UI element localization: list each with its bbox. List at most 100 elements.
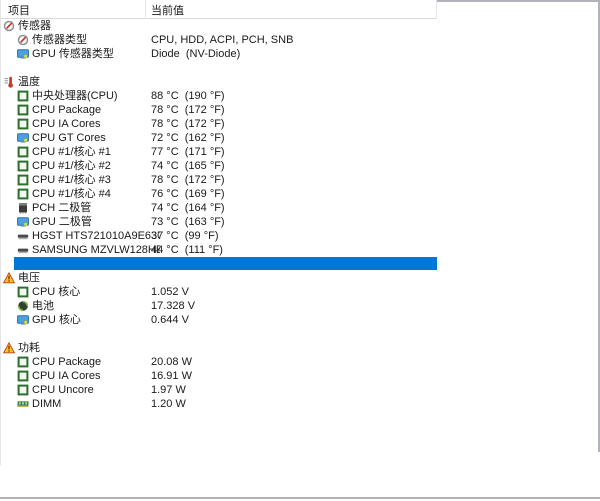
row-value: 78 °C (172 °F)	[151, 174, 225, 186]
row-label: 中央处理器(CPU)	[32, 90, 118, 102]
section-row[interactable]: 功耗	[0, 341, 600, 355]
sensor-row[interactable]: PCH 二极管 74 °C (164 °F)	[0, 201, 600, 215]
cpu-icon	[17, 384, 29, 396]
sensor-row[interactable]: HGST HTS721010A9E630 37 °C (99 °F)	[0, 229, 600, 243]
section-row[interactable]: 电压	[0, 271, 600, 285]
row-value: 44 °C (111 °F)	[151, 244, 223, 256]
row-value: 77 °C (171 °F)	[151, 146, 225, 158]
panel-border-right	[598, 0, 600, 452]
row-value: 74 °C (165 °F)	[151, 160, 225, 172]
warning-icon	[3, 342, 15, 354]
cpu-icon	[17, 90, 29, 102]
row-value: 0.644 V	[151, 314, 189, 326]
row-label: GPU 核心	[32, 314, 81, 326]
row-label: 电压	[18, 272, 40, 284]
section-row[interactable]: 传感器	[0, 19, 600, 33]
row-label: CPU #1/核心 #4	[32, 188, 111, 200]
row-value: 78 °C (172 °F)	[151, 104, 225, 116]
row-label: GPU 传感器类型	[32, 48, 114, 60]
gpu-icon	[17, 314, 29, 326]
sensor-row[interactable]: 传感器类型 CPU, HDD, ACPI, PCH, SNB	[0, 33, 600, 47]
row-label: CPU IA Cores	[32, 370, 101, 382]
spacer-row	[0, 61, 598, 75]
battery-icon	[17, 300, 29, 312]
row-label: PCH 二极管	[32, 202, 92, 214]
cpu-icon	[17, 286, 29, 298]
sensor-row[interactable]: DIMM 1.20 W	[0, 397, 600, 411]
row-value: 20.08 W	[151, 356, 192, 368]
column-header-value[interactable]: 当前值	[151, 5, 184, 17]
sensor-row[interactable]: 中央处理器(CPU) 88 °C (190 °F)	[0, 89, 600, 103]
selected-row[interactable]	[14, 257, 437, 270]
row-label: SAMSUNG MZVLW128HEGR...	[32, 244, 160, 256]
ram-icon	[17, 398, 29, 410]
sensor-row[interactable]: CPU IA Cores 16.91 W	[0, 369, 600, 383]
cpu-icon	[17, 118, 29, 130]
gpu-icon	[17, 216, 29, 228]
row-value: Diode (NV-Diode)	[151, 48, 241, 60]
sensor-row[interactable]: CPU #1/核心 #1 77 °C (171 °F)	[0, 145, 600, 159]
row-label: 温度	[18, 76, 40, 88]
sensor-row[interactable]: GPU 传感器类型 Diode (NV-Diode)	[0, 47, 600, 61]
row-label: HGST HTS721010A9E630	[32, 230, 160, 242]
sensor-row[interactable]: SAMSUNG MZVLW128HEGR...44 °C (111 °F)	[0, 243, 600, 257]
row-value: 78 °C (172 °F)	[151, 118, 225, 130]
thermometer-icon	[3, 76, 15, 88]
panel-border-left	[0, 0, 1, 465]
column-separator	[436, 0, 437, 19]
row-value: 76 °C (169 °F)	[151, 188, 225, 200]
row-label: CPU #1/核心 #3	[32, 174, 111, 186]
sensor-row[interactable]: CPU GT Cores 72 °C (162 °F)	[0, 131, 600, 145]
gpu-icon	[17, 48, 29, 60]
cpu-icon	[17, 160, 29, 172]
row-label: 功耗	[18, 342, 40, 354]
row-label: 传感器类型	[32, 34, 87, 46]
gpu-icon	[17, 132, 29, 144]
drive-icon	[17, 230, 29, 242]
row-value: 1.20 W	[151, 398, 186, 410]
sensor-row[interactable]: CPU Uncore 1.97 W	[0, 383, 600, 397]
row-value: 1.97 W	[151, 384, 186, 396]
section-row[interactable]: 温度	[0, 75, 600, 89]
row-value: 37 °C (99 °F)	[151, 230, 219, 242]
sensor-row[interactable]: CPU #1/核心 #2 74 °C (165 °F)	[0, 159, 600, 173]
row-label: CPU IA Cores	[32, 118, 101, 130]
cpu-icon	[17, 370, 29, 382]
row-label: GPU 二极管	[32, 216, 92, 228]
row-label: DIMM	[32, 398, 62, 410]
panel-border-bottom	[0, 497, 600, 499]
row-value: CPU, HDD, ACPI, PCH, SNB	[151, 34, 294, 46]
row-value: 16.91 W	[151, 370, 192, 382]
column-header-item[interactable]: 项目	[8, 5, 30, 17]
sensor-row[interactable]: GPU 核心 0.644 V	[0, 313, 600, 327]
row-label: CPU Package	[32, 356, 102, 368]
row-value: 74 °C (164 °F)	[151, 202, 225, 214]
chip-icon	[17, 202, 29, 214]
spacer-row	[0, 327, 598, 341]
cpu-icon	[17, 146, 29, 158]
row-label: 电池	[32, 300, 54, 312]
row-label: CPU Uncore	[32, 384, 94, 396]
drive-icon	[17, 244, 29, 256]
sensor-row[interactable]: CPU 核心 1.052 V	[0, 285, 600, 299]
sensor-row[interactable]: CPU Package 20.08 W	[0, 355, 600, 369]
row-value: 17.328 V	[151, 300, 196, 312]
sensor-row[interactable]: CPU IA Cores 78 °C (172 °F)	[0, 117, 600, 131]
gauge-icon	[3, 20, 15, 32]
row-label: CPU #1/核心 #2	[32, 160, 111, 172]
sensor-row[interactable]: CPU Package 78 °C (172 °F)	[0, 103, 600, 117]
row-label: CPU #1/核心 #1	[32, 146, 111, 158]
sensor-row[interactable]: CPU #1/核心 #4 76 °C (169 °F)	[0, 187, 600, 201]
list-header: 项目 当前值	[0, 0, 437, 19]
sensor-row[interactable]: GPU 二极管 73 °C (163 °F)	[0, 215, 600, 229]
gauge-icon	[17, 34, 29, 46]
warning-icon	[3, 272, 15, 284]
row-value: 72 °C (162 °F)	[151, 132, 225, 144]
row-label: CPU GT Cores	[32, 132, 106, 144]
row-label: 传感器	[18, 20, 51, 32]
row-label: CPU 核心	[32, 286, 81, 298]
panel-border-top	[437, 0, 600, 2]
sensor-row[interactable]: 电池 17.328 V	[0, 299, 600, 313]
sensor-row[interactable]: CPU #1/核心 #3 78 °C (172 °F)	[0, 173, 600, 187]
